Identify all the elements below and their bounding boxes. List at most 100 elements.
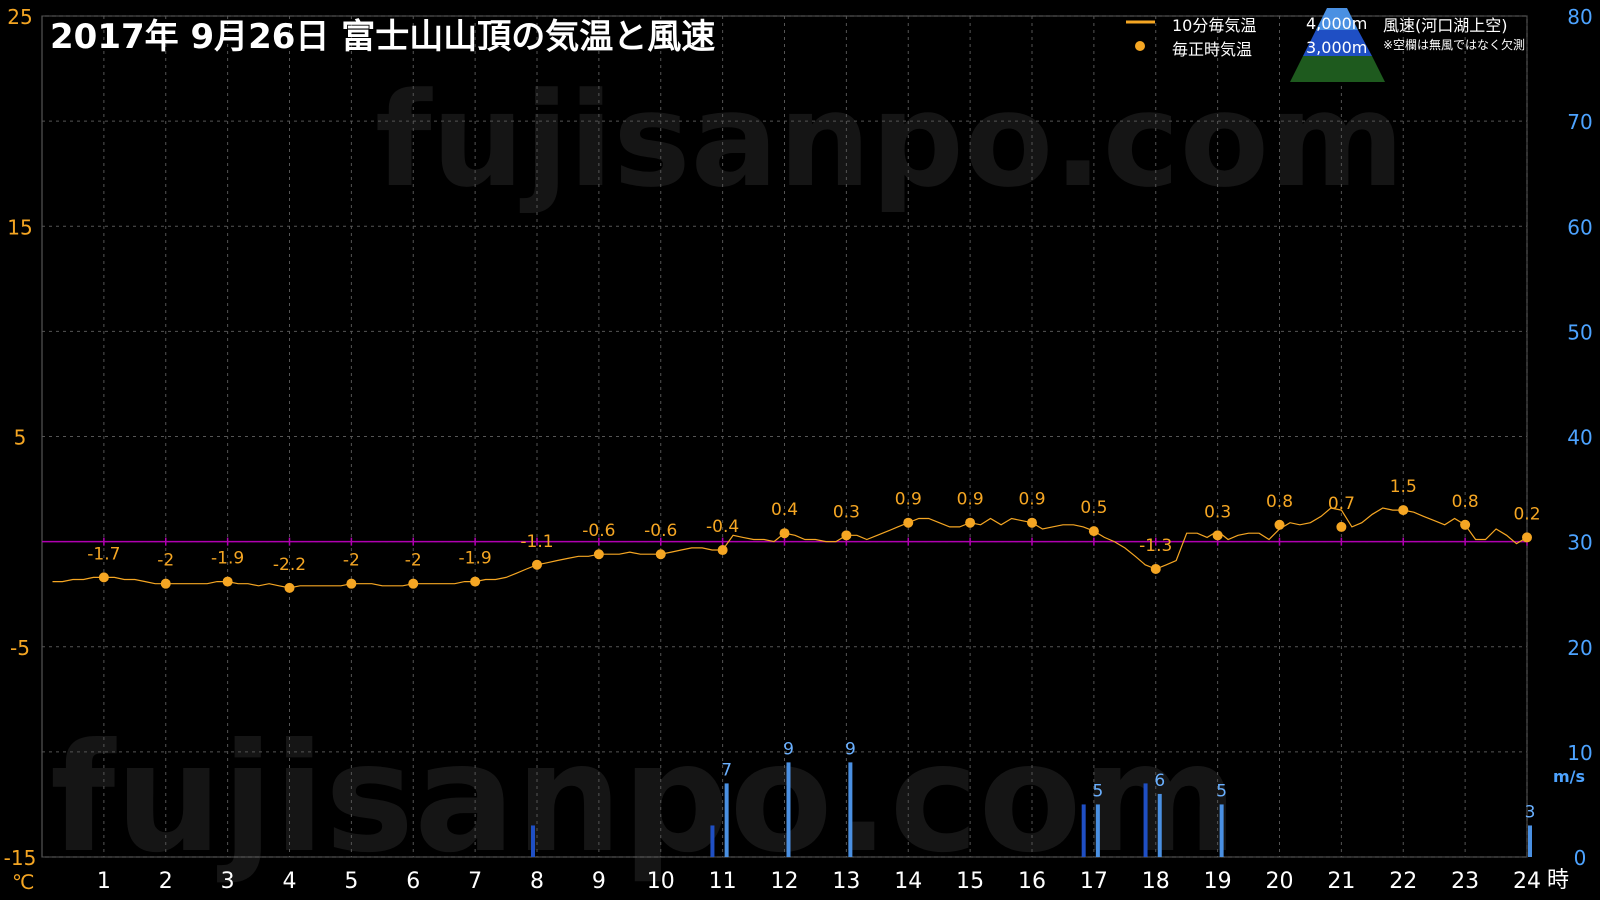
wind-bar-3000m bbox=[1143, 783, 1148, 857]
y-left-tick-label: -5 bbox=[10, 636, 30, 660]
x-tick-label: 22 bbox=[1389, 869, 1417, 894]
hourly-temperature-label: -2 bbox=[343, 551, 360, 571]
hourly-temperature-point bbox=[1398, 505, 1409, 516]
y-right-tick-label: 40 bbox=[1567, 426, 1592, 450]
y-left-unit: ℃ bbox=[12, 870, 34, 894]
y-left-tick-label: 25 bbox=[7, 5, 32, 29]
legend-dot-swatch bbox=[1135, 41, 1145, 51]
hourly-temperature-point bbox=[98, 572, 109, 583]
hourly-temperature-point bbox=[903, 517, 914, 528]
hourly-temperature-point bbox=[841, 530, 852, 541]
x-tick-label: 2 bbox=[159, 869, 173, 894]
y-left-tick-label: 5 bbox=[14, 426, 27, 450]
watermark-top: fujisanpo.com bbox=[375, 64, 1404, 216]
hourly-temperature-label: -1.3 bbox=[1139, 536, 1172, 556]
x-tick-label: 21 bbox=[1327, 869, 1355, 894]
legend-wind-title: 風速(河口湖上空) bbox=[1383, 16, 1508, 35]
chart-title: 2017年 9月26日 富士山山頂の気温と風速 bbox=[50, 17, 715, 57]
hourly-temperature-point bbox=[470, 576, 481, 587]
hourly-temperature-point bbox=[593, 549, 604, 560]
wind-value-label: 5 bbox=[1216, 781, 1227, 801]
legend-alt-4000: 4,000m bbox=[1306, 14, 1367, 33]
hourly-temperature-label: 0.9 bbox=[957, 490, 984, 510]
wind-bars: 7 9 9 5 6 5 3 bbox=[531, 739, 1535, 857]
y-left-tick-label: 15 bbox=[7, 215, 32, 239]
hourly-temperature-point bbox=[1212, 530, 1223, 541]
legend-wind-note: ※空欄は無風ではなく欠測 bbox=[1383, 37, 1525, 52]
hourly-temperature-point bbox=[284, 582, 295, 593]
legend-line-label: 10分毎気温 bbox=[1172, 16, 1256, 35]
hourly-temperature-point bbox=[1150, 563, 1161, 574]
wind-bar-4000m bbox=[1219, 804, 1224, 857]
x-tick-label: 23 bbox=[1451, 869, 1479, 894]
hourly-temperature-label: 0.9 bbox=[1018, 490, 1045, 510]
wind-value-label: 3 bbox=[1525, 802, 1536, 822]
hourly-temperature-point bbox=[1088, 526, 1099, 537]
wind-bar-4000m bbox=[1528, 825, 1532, 857]
hourly-temperature-label: -2 bbox=[157, 551, 174, 571]
x-tick-label: 20 bbox=[1266, 869, 1294, 894]
x-tick-label: 5 bbox=[344, 869, 358, 894]
wind-bar-4000m bbox=[1095, 804, 1100, 857]
hourly-temperature-label: -1.1 bbox=[520, 532, 553, 552]
wind-bar-4000m bbox=[1157, 793, 1162, 857]
y-axis-left: 25 15 5 -5 -15 bbox=[4, 5, 37, 870]
hourly-temperature-label: 0.9 bbox=[895, 490, 922, 510]
x-tick-label: 6 bbox=[406, 869, 420, 894]
hourly-temperature-label: 0.3 bbox=[1204, 502, 1231, 522]
grid-lines bbox=[41, 15, 1528, 858]
y-right-tick-label: 50 bbox=[1567, 320, 1592, 344]
hourly-temperature-points: -1.7 -2 -1.9 -2.2 -2 -2 -1.9 -1.1 -0.6 -0.6 -0.4 0.… bbox=[87, 477, 1541, 593]
wind-value-label: 5 bbox=[1092, 781, 1103, 801]
hourly-temperature-point bbox=[717, 545, 728, 556]
wind-bar-3000m bbox=[1081, 804, 1086, 857]
y-right-tick-label: 0 bbox=[1574, 846, 1587, 870]
x-tick-label: 18 bbox=[1142, 869, 1170, 894]
x-tick-label: 16 bbox=[1018, 869, 1046, 894]
hourly-temperature-point bbox=[965, 517, 976, 528]
x-axis: 1 2 3 4 5 6 7 8 9 10 11 12 13 14 15 16 17 18 19 20 21 22 23 24 bbox=[97, 869, 1541, 894]
hourly-temperature-point bbox=[1336, 521, 1347, 532]
x-tick-label: 3 bbox=[221, 869, 235, 894]
x-tick-label: 8 bbox=[530, 869, 544, 894]
y-axis-right: 80 70 60 50 40 30 20 10 0 bbox=[1567, 5, 1592, 870]
wind-value-label: 6 bbox=[1154, 771, 1165, 791]
hourly-temperature-label: -0.4 bbox=[706, 517, 739, 537]
legend-alt-3000: 3,000m bbox=[1306, 38, 1367, 57]
x-tick-label: 13 bbox=[832, 869, 860, 894]
hourly-temperature-label: 0.3 bbox=[833, 502, 860, 522]
y-right-tick-label: 30 bbox=[1567, 531, 1592, 555]
x-axis-unit: 時 bbox=[1547, 868, 1569, 893]
wind-bar-4000m bbox=[724, 783, 729, 857]
x-tick-label: 11 bbox=[709, 869, 737, 894]
wind-bar-4000m bbox=[848, 762, 853, 857]
hourly-temperature-point bbox=[408, 578, 419, 589]
hourly-temperature-point bbox=[1522, 532, 1532, 543]
y-left-tick-label: -15 bbox=[4, 846, 37, 870]
hourly-temperature-label: -1.7 bbox=[87, 544, 120, 564]
wind-value-label: 9 bbox=[783, 739, 794, 759]
wind-bar-4000m bbox=[786, 762, 791, 857]
hourly-temperature-label: -0.6 bbox=[582, 521, 615, 541]
x-tick-label: 17 bbox=[1080, 869, 1108, 894]
hourly-temperature-label: 1.5 bbox=[1390, 477, 1417, 497]
wind-value-label: 9 bbox=[845, 739, 856, 759]
hourly-temperature-label: 0.8 bbox=[1266, 492, 1293, 512]
hourly-temperature-point bbox=[655, 549, 666, 560]
hourly-temperature-point bbox=[160, 578, 171, 589]
y-right-tick-label: 10 bbox=[1567, 741, 1592, 765]
x-tick-label: 12 bbox=[771, 869, 799, 894]
legend: 10分毎気温 毎正時気温 4,000m 3,000m 風速(河口湖上空) ※空欄… bbox=[1126, 8, 1525, 82]
wind-bar-3000m bbox=[710, 825, 715, 857]
y-right-tick-label: 20 bbox=[1567, 636, 1592, 660]
hourly-temperature-label: 0.5 bbox=[1080, 498, 1107, 518]
hourly-temperature-point bbox=[346, 578, 357, 589]
hourly-temperature-point bbox=[779, 528, 790, 539]
y-right-unit: m/s bbox=[1553, 767, 1585, 786]
hourly-temperature-label: -0.6 bbox=[644, 521, 677, 541]
x-tick-label: 10 bbox=[647, 869, 675, 894]
x-tick-label: 9 bbox=[592, 869, 606, 894]
x-tick-label: 19 bbox=[1204, 869, 1232, 894]
